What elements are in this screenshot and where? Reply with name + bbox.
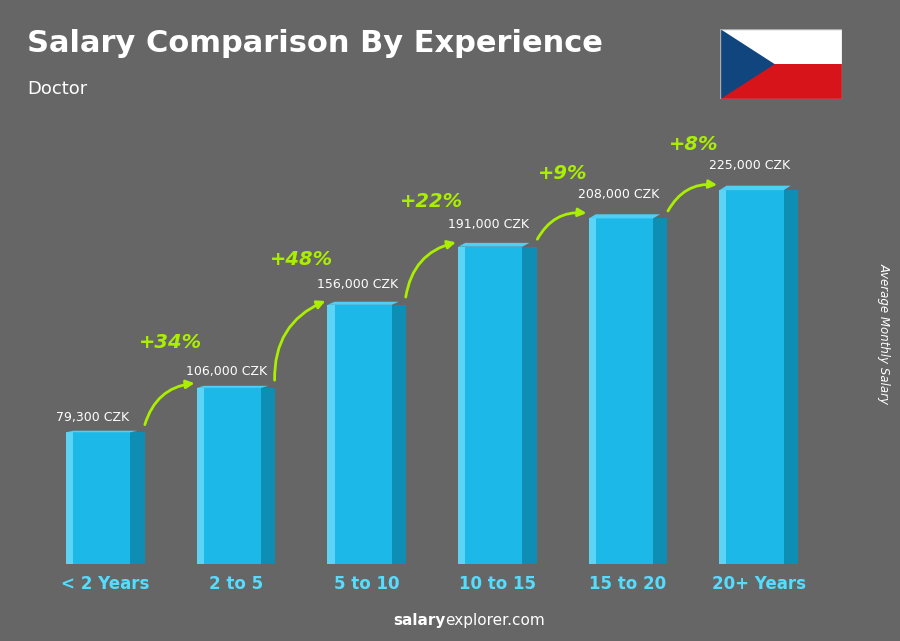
Polygon shape (589, 214, 660, 219)
Text: explorer.com: explorer.com (446, 613, 545, 628)
Text: +34%: +34% (140, 333, 202, 352)
Bar (589, 219, 653, 564)
Bar (197, 388, 204, 564)
Bar (67, 432, 130, 564)
Text: 79,300 CZK: 79,300 CZK (56, 411, 129, 424)
Bar (458, 247, 465, 564)
Text: Salary Comparison By Experience: Salary Comparison By Experience (27, 29, 603, 58)
Polygon shape (719, 186, 791, 190)
Bar (392, 305, 406, 564)
Text: Average Monthly Salary: Average Monthly Salary (878, 263, 890, 404)
Polygon shape (197, 386, 268, 388)
Text: 191,000 CZK: 191,000 CZK (447, 218, 528, 231)
Bar (719, 190, 726, 564)
Bar (197, 388, 261, 564)
Polygon shape (67, 431, 138, 432)
Text: salary: salary (393, 613, 446, 628)
Text: 156,000 CZK: 156,000 CZK (317, 278, 398, 291)
Text: +9%: +9% (538, 163, 588, 183)
Bar (261, 388, 275, 564)
Bar (67, 432, 73, 564)
Bar (719, 190, 784, 564)
Bar (130, 432, 145, 564)
Text: 106,000 CZK: 106,000 CZK (186, 365, 267, 378)
Bar (328, 305, 335, 564)
Bar (458, 247, 522, 564)
Polygon shape (720, 29, 775, 99)
Text: +8%: +8% (669, 135, 718, 154)
Text: 208,000 CZK: 208,000 CZK (579, 188, 660, 201)
Polygon shape (328, 302, 399, 305)
Bar (522, 247, 536, 564)
Bar (589, 219, 596, 564)
Polygon shape (458, 243, 529, 247)
Bar (653, 219, 667, 564)
Bar (328, 305, 392, 564)
Bar (720, 64, 842, 99)
Text: +48%: +48% (270, 250, 333, 269)
Bar (784, 190, 797, 564)
Text: +22%: +22% (400, 192, 464, 211)
Text: Doctor: Doctor (27, 80, 87, 98)
Bar (720, 29, 842, 64)
Text: 225,000 CZK: 225,000 CZK (709, 159, 790, 172)
